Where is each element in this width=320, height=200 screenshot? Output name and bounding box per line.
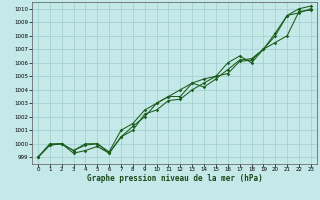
X-axis label: Graphe pression niveau de la mer (hPa): Graphe pression niveau de la mer (hPa) (86, 174, 262, 183)
